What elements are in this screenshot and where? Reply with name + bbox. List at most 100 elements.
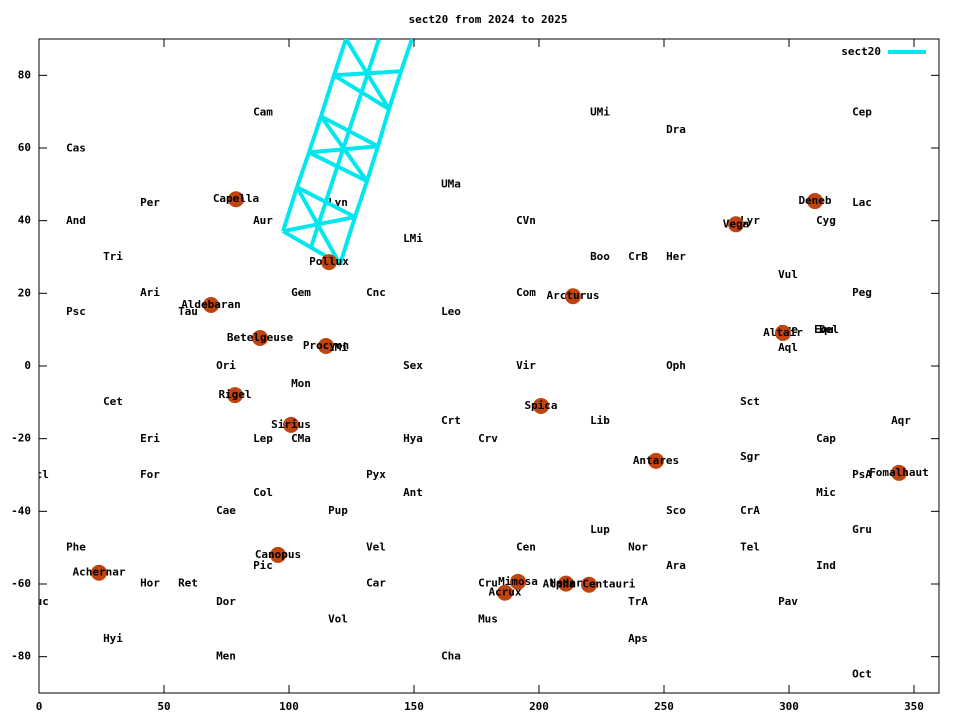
y-tick-label: 20	[18, 286, 31, 299]
star-dot	[318, 338, 334, 355]
x-tick-label: 50	[157, 700, 170, 713]
star-dot	[283, 416, 299, 433]
constellation-label: And	[66, 214, 86, 227]
x-tick-label: 150	[404, 700, 424, 713]
star-label: Achernar	[73, 566, 126, 579]
star-dot	[203, 296, 219, 313]
constellation-label: Hya	[403, 432, 423, 445]
star-label: Arcturus	[547, 289, 600, 302]
constellation-label: Cae	[216, 504, 236, 517]
constellation-label: Vol	[328, 613, 348, 626]
constellation-label: Crt	[441, 414, 461, 427]
constellation-label: Sct	[740, 395, 760, 408]
constellation-label: Crv	[478, 432, 498, 445]
y-tick-label: -40	[11, 504, 31, 517]
star-label: Procyon	[303, 339, 349, 352]
constellation-label: UMi	[590, 105, 610, 118]
constellation-label: Ara	[666, 559, 686, 572]
constellation-label: Col	[253, 486, 273, 499]
constellation-label: LMi	[403, 232, 423, 245]
star-dot	[270, 546, 286, 563]
star-dot	[252, 330, 268, 347]
star-label: Betelgeuse	[227, 331, 294, 344]
constellation-label: Vir	[516, 359, 536, 372]
star-label: Pollux	[309, 255, 349, 268]
constellation-label: Lep	[253, 432, 273, 445]
constellation-label: Cyg	[816, 214, 836, 227]
x-tick-label: 100	[279, 700, 299, 713]
constellation-label: Hyi	[103, 632, 123, 645]
constellation-label: Com	[516, 286, 536, 299]
star-dot	[227, 387, 243, 404]
star-label: Spica	[524, 399, 557, 412]
constellation-label: For	[140, 468, 160, 481]
star-label: Aldebaran	[181, 298, 241, 311]
star-label: Vega	[723, 217, 750, 230]
constellation-label: Ind	[816, 559, 836, 572]
constellation-label: Aql	[778, 341, 798, 354]
constellation-label: Nor	[628, 541, 648, 554]
star-dot	[533, 397, 549, 414]
constellation-label: CrA	[740, 504, 760, 517]
constellation-label: Aqr	[891, 414, 911, 427]
constellation-label: Dra	[666, 123, 686, 136]
y-tick-label: 0	[24, 359, 31, 372]
constellation-label: Cen	[516, 541, 536, 554]
chart-title: sect20 from 2024 to 2025	[409, 13, 568, 26]
constellation-label: Ret	[178, 577, 198, 590]
star-label: Deneb	[798, 194, 831, 207]
constellation-label: Gem	[291, 286, 311, 299]
star-dot	[510, 573, 526, 590]
constellation-label: Tau	[178, 305, 198, 318]
constellation-label: CVn	[516, 214, 536, 227]
constellation-label: Oct	[852, 667, 872, 680]
constellation-label: Dor	[216, 595, 236, 608]
constellation-label: Peg	[852, 286, 872, 299]
star-dot	[497, 584, 513, 601]
constellation-label: Pup	[328, 504, 348, 517]
constellation-label: Boo	[590, 250, 610, 263]
star-dot	[891, 464, 907, 481]
star-label: Capella	[213, 192, 259, 205]
star-dot	[581, 576, 597, 593]
star-dot	[91, 564, 107, 581]
constellation-label: Pyx	[366, 468, 386, 481]
constellation-label: Phe	[66, 541, 86, 554]
constellation-label: Vul	[778, 268, 798, 281]
constellation-label: Per	[140, 196, 160, 209]
constellation-label: Mus	[478, 613, 498, 626]
constellation-label: Tri	[103, 250, 123, 263]
constellation-label: Aur	[253, 214, 273, 227]
constellation-label: Eri	[140, 432, 160, 445]
constellation-label: Gru	[852, 523, 872, 536]
constellation-label: Mic	[816, 486, 836, 499]
constellation-label: TrA	[628, 595, 648, 608]
constellation-label: Tuc	[29, 595, 49, 608]
star-label: Antares	[633, 454, 679, 467]
constellation-label: Ant	[403, 486, 423, 499]
x-tick-label: 250	[654, 700, 674, 713]
constellation-label: Car	[366, 577, 386, 590]
series-line	[281, 39, 414, 267]
star-dot	[228, 191, 244, 208]
y-tick-label: 40	[18, 214, 31, 227]
constellation-label: Sex	[403, 359, 423, 372]
constellation-label: CrB	[628, 250, 648, 263]
y-tick-label: -60	[11, 577, 31, 590]
x-tick-label: 0	[36, 700, 43, 713]
constellation-label: Leo	[441, 305, 461, 318]
y-tick-label: 60	[18, 141, 31, 154]
constellation-label: Ari	[140, 286, 160, 299]
y-tick-label: -20	[11, 432, 31, 445]
constellation-label: Cru	[478, 577, 498, 590]
constellation-label: Scl	[29, 468, 49, 481]
constellation-label: Cas	[66, 141, 86, 154]
constellation-label: Lac	[852, 196, 872, 209]
star-dot	[728, 216, 744, 233]
constellation-label: Men	[216, 650, 236, 663]
star-label: Canopus	[255, 548, 301, 561]
x-tick-label: 200	[529, 700, 549, 713]
